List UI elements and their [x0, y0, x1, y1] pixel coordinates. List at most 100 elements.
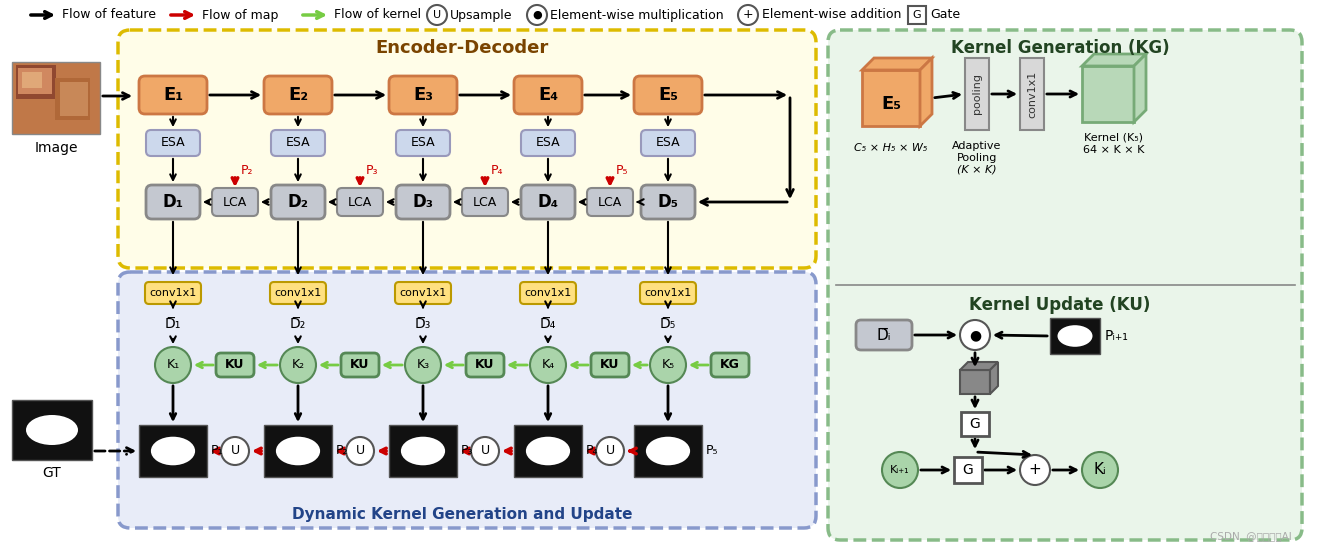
Text: D̅₁: D̅₁ [165, 317, 181, 331]
Circle shape [279, 347, 316, 383]
FancyBboxPatch shape [146, 185, 200, 219]
Bar [961, 412, 988, 436]
FancyBboxPatch shape [587, 188, 633, 216]
FancyBboxPatch shape [119, 30, 816, 268]
Circle shape [427, 5, 447, 25]
Text: KU: KU [600, 359, 619, 371]
Text: D̅₃: D̅₃ [415, 317, 431, 331]
Text: ●: ● [969, 328, 981, 342]
Bar [514, 425, 583, 477]
Text: Upsample: Upsample [449, 9, 513, 21]
Bar [61, 82, 88, 116]
Text: D₁: D₁ [162, 193, 183, 211]
Circle shape [1020, 455, 1050, 485]
Bar [138, 425, 207, 477]
FancyBboxPatch shape [467, 353, 503, 377]
FancyBboxPatch shape [521, 130, 575, 156]
Circle shape [527, 5, 547, 25]
Text: Flow of map: Flow of map [202, 9, 278, 21]
Text: Encoder-Decoder: Encoder-Decoder [376, 39, 548, 57]
Text: K₂: K₂ [291, 359, 304, 371]
Text: E₂: E₂ [287, 86, 308, 104]
FancyBboxPatch shape [119, 272, 816, 528]
Circle shape [738, 5, 758, 25]
FancyBboxPatch shape [521, 282, 576, 304]
Bar [954, 457, 982, 483]
Bar [1020, 58, 1044, 130]
Polygon shape [1133, 54, 1145, 122]
Circle shape [650, 347, 685, 383]
Text: Kᵢ₊₁: Kᵢ₊₁ [890, 465, 909, 475]
Text: ESA: ESA [535, 136, 560, 150]
Bar [55, 78, 90, 120]
FancyBboxPatch shape [212, 188, 258, 216]
Text: P₄: P₄ [492, 164, 503, 177]
Text: ESA: ESA [655, 136, 680, 150]
Circle shape [221, 437, 249, 465]
Polygon shape [960, 362, 998, 370]
Text: K₃: K₃ [416, 359, 430, 371]
Circle shape [347, 437, 374, 465]
Bar [389, 425, 457, 477]
Text: Element-wise multiplication: Element-wise multiplication [550, 9, 724, 21]
FancyBboxPatch shape [521, 185, 575, 219]
Text: Kᵢ: Kᵢ [1094, 462, 1106, 478]
Circle shape [530, 347, 565, 383]
Bar [908, 6, 927, 24]
Text: ESA: ESA [161, 136, 186, 150]
Text: 64 × K × K: 64 × K × K [1083, 145, 1145, 155]
Polygon shape [990, 362, 998, 394]
FancyBboxPatch shape [272, 185, 326, 219]
Text: P₂: P₂ [241, 164, 253, 177]
Ellipse shape [275, 437, 320, 465]
Text: conv1x1: conv1x1 [1027, 70, 1037, 117]
Text: E₃: E₃ [413, 86, 434, 104]
Text: G: G [962, 463, 974, 477]
FancyBboxPatch shape [641, 130, 695, 156]
Ellipse shape [646, 437, 691, 465]
FancyBboxPatch shape [145, 282, 202, 304]
Bar [12, 400, 92, 460]
Text: +: + [742, 9, 754, 21]
Text: Element-wise addition: Element-wise addition [762, 9, 902, 21]
FancyBboxPatch shape [641, 185, 695, 219]
Text: +: + [1028, 462, 1041, 478]
FancyBboxPatch shape [855, 320, 912, 350]
FancyBboxPatch shape [514, 76, 583, 114]
Text: Adaptive: Adaptive [953, 141, 1002, 151]
Text: G: G [912, 10, 921, 20]
Text: conv1x1: conv1x1 [149, 288, 196, 298]
Ellipse shape [526, 437, 571, 465]
Text: P₃: P₃ [461, 444, 473, 458]
Text: D₄: D₄ [538, 193, 559, 211]
Text: GT: GT [42, 466, 62, 480]
Bar [22, 72, 42, 88]
Text: Flow of kernel: Flow of kernel [333, 9, 422, 21]
FancyBboxPatch shape [395, 185, 449, 219]
Text: LCA: LCA [473, 195, 497, 209]
Text: D̅ᵢ: D̅ᵢ [876, 328, 891, 342]
Text: P₄: P₄ [587, 444, 598, 458]
Ellipse shape [1057, 325, 1093, 347]
Text: D̅₅: D̅₅ [660, 317, 676, 331]
Circle shape [882, 452, 919, 488]
Text: U: U [481, 444, 489, 458]
Text: E₁: E₁ [163, 86, 183, 104]
Text: Pᵢ₊₁: Pᵢ₊₁ [1104, 329, 1130, 343]
Circle shape [1082, 452, 1118, 488]
FancyBboxPatch shape [395, 130, 449, 156]
FancyBboxPatch shape [146, 130, 200, 156]
Polygon shape [862, 58, 932, 70]
FancyBboxPatch shape [710, 353, 749, 377]
Circle shape [156, 347, 191, 383]
FancyBboxPatch shape [216, 353, 254, 377]
Bar [862, 70, 920, 126]
FancyBboxPatch shape [828, 30, 1302, 540]
Text: K₄: K₄ [542, 359, 555, 371]
Text: pooling: pooling [971, 74, 982, 115]
Text: Flow of feature: Flow of feature [62, 9, 156, 21]
Bar [264, 425, 332, 477]
Text: U: U [605, 444, 614, 458]
FancyBboxPatch shape [138, 76, 207, 114]
Text: P₅: P₅ [706, 444, 718, 458]
